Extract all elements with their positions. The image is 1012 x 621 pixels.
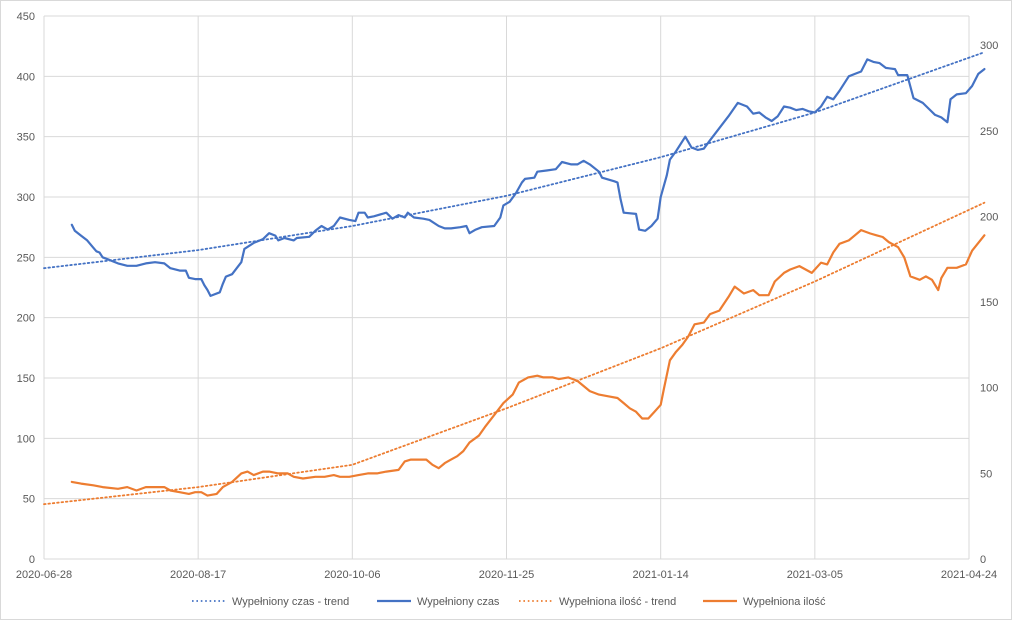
y-left-tick-label: 400	[17, 71, 35, 83]
x-tick-label: 2021-03-05	[787, 569, 843, 581]
y-left-tick-label: 200	[17, 313, 35, 325]
y-left-tick-label: 100	[17, 433, 35, 445]
x-axis-ticks: 2020-06-28 2020-08-17 2020-10-06 2020-11-25…	[16, 569, 997, 581]
x-tick-label: 2021-04-24	[941, 569, 997, 581]
y-right-tick-label: 0	[980, 554, 986, 566]
legend-label: Wypełniony czas	[417, 596, 500, 608]
right-axis-ticks: 0 50 100 150 200 250 300	[980, 40, 998, 566]
gridlines	[43, 15, 970, 560]
y-right-tick-label: 50	[980, 468, 992, 480]
y-right-tick-label: 250	[980, 126, 998, 138]
y-right-tick-label: 150	[980, 297, 998, 309]
ilosc-line	[70, 229, 986, 497]
y-left-tick-label: 150	[17, 373, 35, 385]
y-left-tick-label: 350	[17, 132, 35, 144]
x-tick-label: 2020-11-25	[479, 569, 534, 581]
y-left-tick-label: 0	[29, 554, 35, 566]
legend-label: Wypełniona ilość	[743, 596, 826, 608]
x-tick-label: 2021-01-14	[633, 569, 689, 581]
czas-line	[70, 58, 986, 297]
y-left-tick-label: 250	[17, 252, 35, 264]
series-lines	[43, 51, 986, 506]
legend-label: Wypełniony czas - trend	[232, 596, 349, 608]
y-left-tick-label: 300	[17, 192, 35, 204]
y-left-tick-label: 50	[23, 494, 35, 506]
y-left-tick-label: 450	[17, 11, 35, 23]
legend-label: Wypełniona ilość - trend	[559, 596, 676, 608]
y-right-tick-label: 200	[980, 211, 998, 223]
x-tick-label: 2020-06-28	[16, 569, 72, 581]
ilosc-trend-line	[43, 201, 986, 506]
legend: Wypełniony czas - trend Wypełniony czas Wy…	[192, 596, 826, 608]
left-axis-ticks: 0 50 100 150 200 250 300 350 400 450	[17, 11, 35, 566]
y-right-tick-label: 300	[980, 40, 998, 52]
y-right-tick-label: 100	[980, 383, 998, 395]
x-tick-label: 2020-08-17	[170, 569, 226, 581]
x-tick-label: 2020-10-06	[324, 569, 380, 581]
